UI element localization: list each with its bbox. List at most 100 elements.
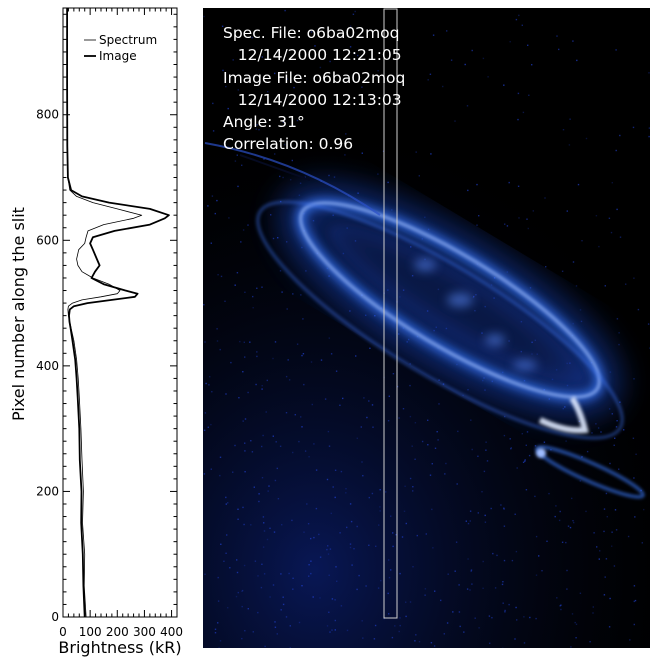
noise-speck (313, 443, 315, 445)
angle-label: Angle: 31° (223, 113, 305, 132)
noise-speck (241, 164, 243, 166)
noise-speck (237, 185, 239, 188)
noise-speck (225, 393, 227, 395)
noise-speck (510, 448, 512, 450)
noise-speck (543, 441, 546, 443)
noise-speck (371, 492, 374, 495)
noise-speck (219, 456, 222, 458)
noise-speck (281, 291, 283, 293)
noise-speck (247, 608, 249, 610)
noise-speck (503, 525, 506, 527)
noise-speck (310, 361, 313, 363)
noise-speck (291, 159, 293, 162)
noise-speck (523, 642, 526, 644)
noise-speck (334, 619, 336, 622)
noise-speck (528, 94, 530, 96)
noise-speck (477, 512, 479, 514)
noise-speck (414, 640, 416, 642)
noise-speck (226, 534, 228, 536)
noise-speck (214, 628, 217, 630)
noise-speck (427, 419, 429, 421)
noise-speck (585, 510, 587, 513)
noise-speck (544, 197, 546, 199)
noise-speck (616, 318, 619, 320)
noise-speck (232, 59, 234, 61)
noise-speck (509, 41, 511, 43)
noise-speck (534, 445, 537, 447)
noise-speck (647, 323, 650, 325)
noise-speck (291, 519, 293, 522)
noise-speck (269, 527, 271, 529)
noise-speck (241, 589, 244, 592)
noise-speck (609, 597, 611, 600)
noise-speck (301, 426, 303, 428)
noise-speck (412, 486, 414, 488)
noise-speck (354, 53, 356, 55)
noise-speck (615, 49, 617, 51)
noise-speck (361, 86, 363, 88)
noise-speck (310, 572, 312, 575)
noise-speck (598, 245, 600, 248)
series-lines (66, 8, 170, 618)
noise-speck (239, 340, 241, 343)
noise-speck (566, 210, 568, 212)
noise-speck (242, 420, 244, 422)
noise-speck (227, 502, 229, 504)
noise-speck (312, 596, 314, 598)
noise-speck (237, 591, 239, 594)
noise-speck (511, 559, 514, 562)
noise-speck (256, 351, 258, 353)
noise-speck (221, 25, 224, 27)
noise-speck (204, 573, 206, 575)
noise-speck (224, 300, 226, 302)
noise-speck (586, 450, 589, 453)
noise-speck (261, 477, 264, 479)
noise-speck (566, 588, 568, 590)
noise-speck (220, 543, 222, 545)
noise-speck (429, 73, 432, 75)
noise-speck (241, 605, 243, 608)
noise-speck (485, 441, 487, 443)
noise-speck (350, 520, 353, 523)
noise-speck (264, 645, 266, 648)
noise-speck (331, 629, 333, 631)
noise-speck (598, 558, 600, 560)
noise-speck (500, 504, 502, 506)
noise-speck (342, 397, 344, 400)
noise-speck (395, 534, 397, 536)
noise-speck (365, 585, 367, 587)
noise-speck (387, 592, 389, 595)
noise-speck (532, 210, 534, 212)
noise-speck (345, 488, 347, 490)
noise-speck (272, 237, 275, 240)
noise-speck (380, 579, 382, 582)
noise-speck (409, 384, 411, 387)
tick-marks (62, 8, 178, 618)
noise-speck (471, 583, 473, 585)
noise-speck (611, 413, 613, 415)
noise-speck (450, 59, 453, 61)
noise-speck (415, 634, 417, 636)
noise-speck (244, 356, 246, 358)
noise-speck (243, 341, 245, 343)
noise-speck (292, 451, 294, 454)
noise-speck (409, 415, 412, 418)
noise-speck (548, 492, 550, 495)
noise-speck (434, 447, 437, 449)
noise-speck (214, 212, 216, 215)
aurora-image (203, 8, 650, 648)
noise-speck (210, 242, 212, 244)
noise-speck (232, 471, 234, 473)
noise-speck (286, 78, 288, 80)
correlation-label: Correlation: 0.96 (223, 135, 354, 154)
noise-speck (276, 633, 278, 635)
noise-speck (333, 176, 336, 178)
noise-speck (216, 340, 219, 342)
noise-speck (605, 492, 608, 495)
noise-speck (223, 560, 225, 562)
noise-speck (527, 44, 529, 46)
noise-speck (440, 599, 442, 602)
noise-speck (633, 378, 635, 380)
noise-speck (437, 439, 439, 441)
noise-speck (492, 552, 494, 555)
